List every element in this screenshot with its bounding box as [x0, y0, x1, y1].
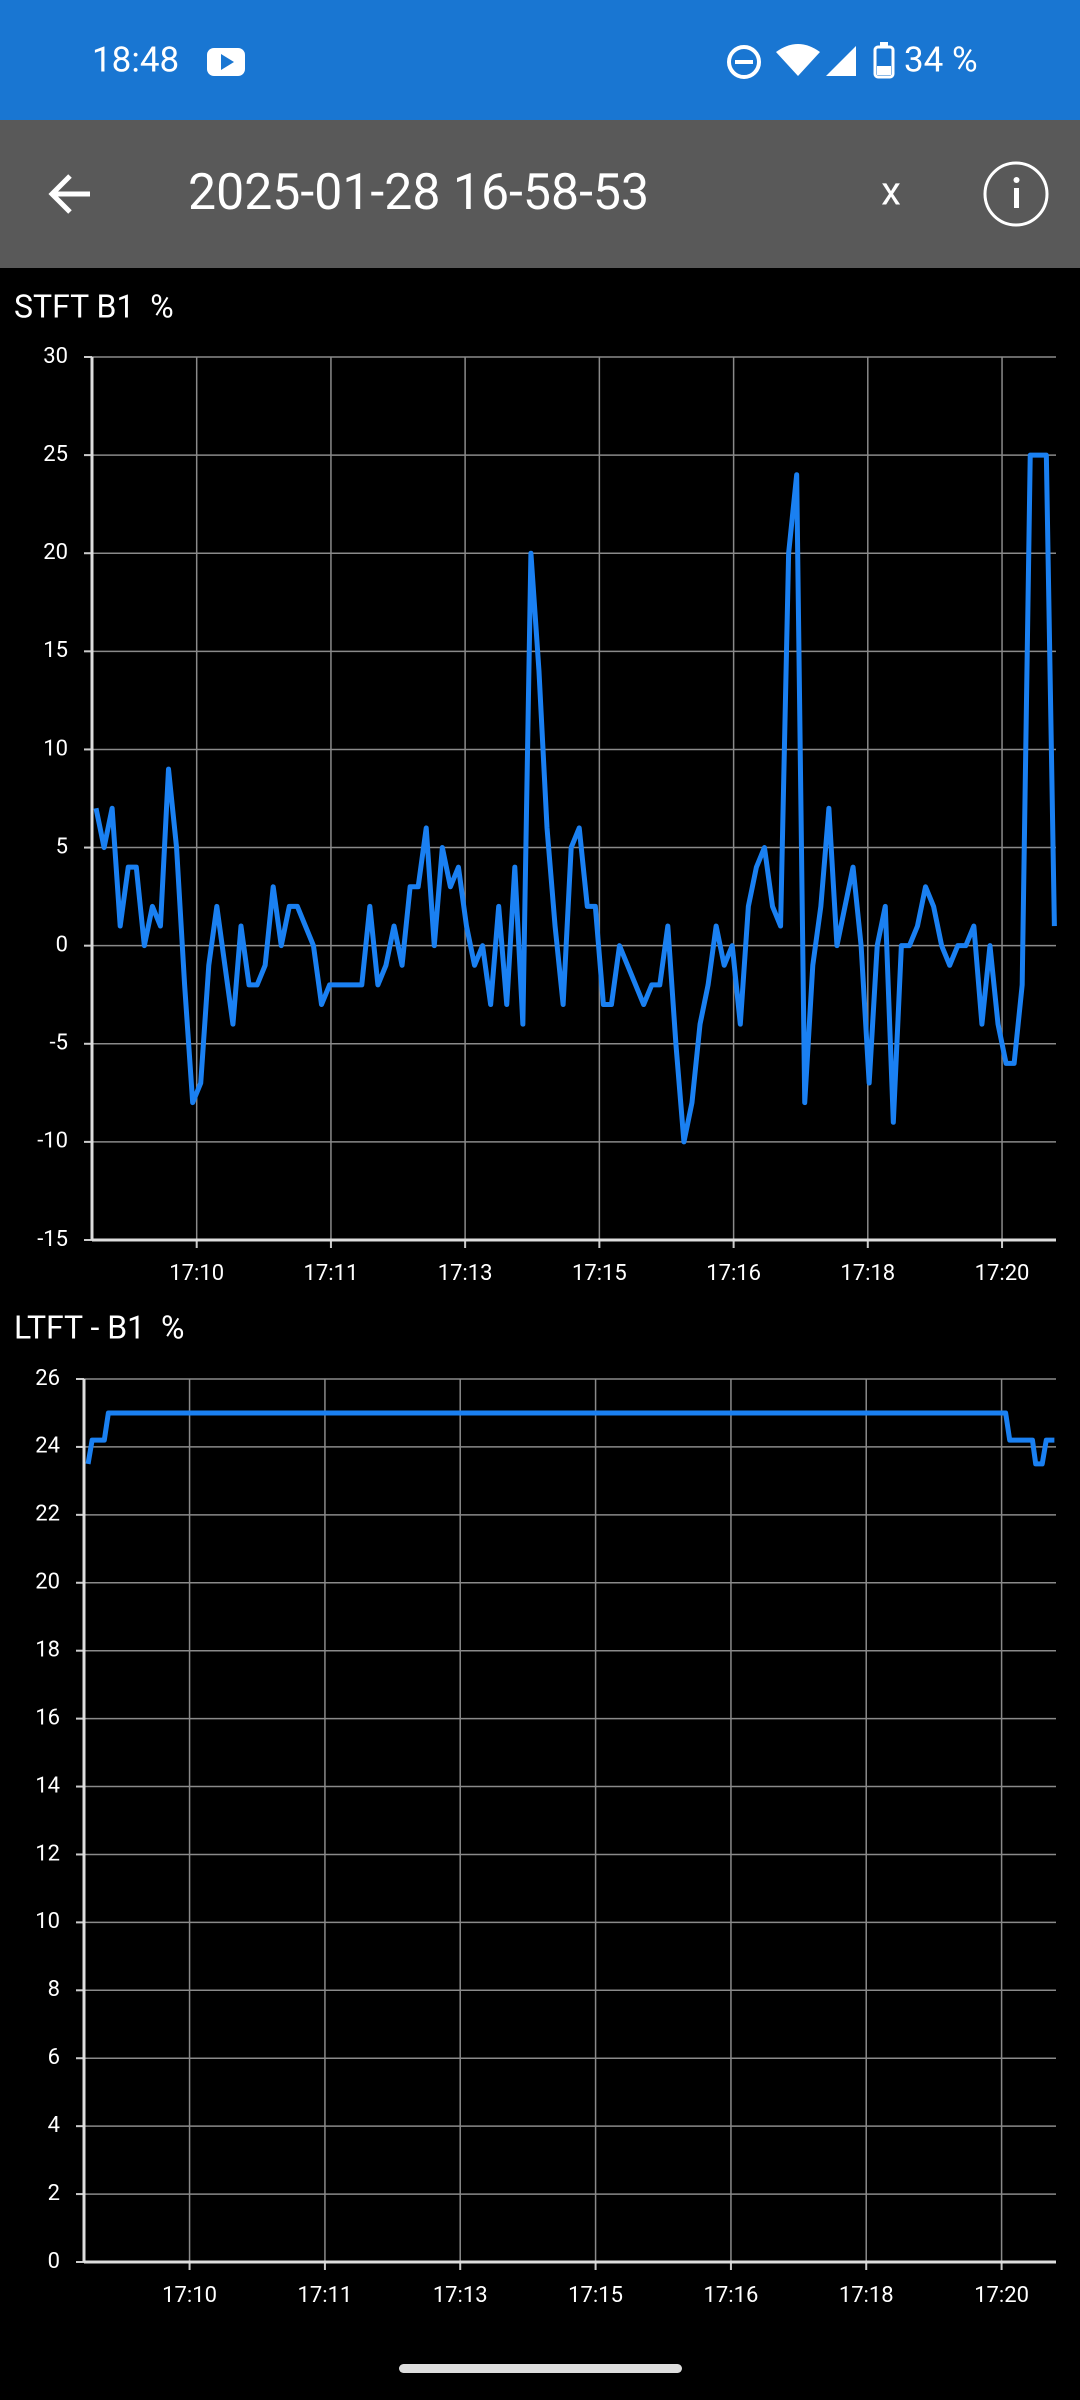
y-tick-label: 25: [43, 442, 68, 467]
chart-title: LTFT - B1 %: [14, 1308, 184, 1346]
x-tick-label: 17:10: [162, 2283, 217, 2308]
y-tick-label: 4: [48, 2113, 60, 2138]
battery-percent: 34 %: [904, 39, 978, 80]
y-tick-label: 10: [35, 1909, 60, 1934]
status-time: 18:48: [92, 39, 179, 80]
x-tick-label: 17:15: [572, 1261, 627, 1286]
y-tick-label: 12: [35, 1841, 60, 1866]
home-indicator[interactable]: [399, 2364, 682, 2373]
y-tick-label: 0: [56, 932, 68, 957]
x-tick-label: 17:15: [568, 2283, 623, 2308]
y-tick-label: 15: [43, 638, 68, 663]
y-tick-label: 5: [56, 834, 68, 859]
y-tick-label: 30: [43, 344, 68, 369]
chart-title: STFT B1 %: [14, 287, 174, 325]
y-tick-label: 20: [35, 1570, 60, 1595]
dnd-icon: [727, 45, 761, 79]
x-tick-label: 17:13: [438, 1261, 493, 1286]
y-tick-label: 10: [43, 736, 68, 761]
data-line: [93, 452, 1057, 1145]
y-tick-label: -10: [37, 1129, 68, 1154]
y-tick-label: -5: [50, 1031, 68, 1056]
y-tick-label: -15: [37, 1227, 68, 1252]
battery-icon: [873, 42, 895, 79]
x-tick-label: 17:20: [974, 2283, 1029, 2308]
y-tick-label: 18: [35, 1638, 60, 1663]
y-tick-label: 14: [35, 1773, 60, 1798]
x-tick-label: 17:16: [704, 2283, 759, 2308]
y-tick-label: 0: [48, 2249, 60, 2274]
x-tick-label: 17:10: [169, 1261, 224, 1286]
close-button[interactable]: x: [881, 168, 901, 215]
y-tick-label: 20: [43, 540, 68, 565]
wifi-icon: [776, 44, 820, 76]
x-tick-label: 17:11: [304, 1261, 359, 1286]
x-tick-label: 17:20: [975, 1261, 1030, 1286]
y-tick-label: 16: [35, 1705, 60, 1730]
youtube-icon: [207, 48, 245, 76]
info-button[interactable]: [983, 161, 1049, 227]
status-bar: [0, 0, 1080, 120]
x-tick-label: 17:13: [433, 2283, 488, 2308]
y-tick-label: 24: [35, 1434, 60, 1459]
toolbar: [0, 120, 1080, 268]
signal-icon: [826, 46, 856, 76]
x-tick-label: 17:18: [840, 1261, 895, 1286]
toolbar-title: 2025-01-28 16-58-53: [188, 164, 649, 222]
y-tick-label: 2: [48, 2181, 60, 2206]
data-line: [85, 1410, 1055, 1467]
y-tick-label: 22: [35, 1502, 60, 1527]
x-tick-label: 17:16: [706, 1261, 761, 1286]
y-tick-label: 6: [48, 2045, 60, 2070]
x-tick-label: 17:11: [298, 2283, 353, 2308]
y-tick-label: 26: [35, 1366, 60, 1391]
x-tick-label: 17:18: [839, 2283, 894, 2308]
y-tick-label: 8: [48, 1977, 60, 2002]
back-button[interactable]: [48, 174, 90, 214]
